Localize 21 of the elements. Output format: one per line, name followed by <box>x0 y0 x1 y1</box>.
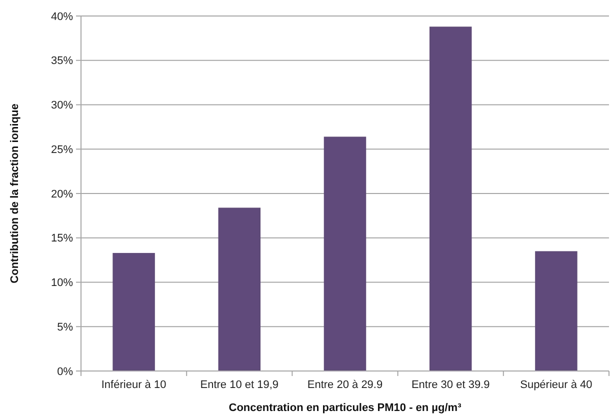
y-tick-label: 0% <box>57 366 74 378</box>
y-tick-label: 40% <box>50 10 74 23</box>
y-tick-label: 35% <box>50 55 74 68</box>
x-tick-label: Entre 30 et 39.9 <box>411 379 490 391</box>
bar <box>429 26 472 371</box>
bar <box>218 208 261 371</box>
y-tick-label: 10% <box>50 277 74 290</box>
x-tick-label: Inférieur à 10 <box>101 379 166 391</box>
y-axis-title: Contribution de la fraction ionique <box>9 104 21 284</box>
x-tick-label: Entre 20 à 29.9 <box>307 379 383 391</box>
y-tick-label: 25% <box>50 144 74 156</box>
bar <box>112 252 155 371</box>
y-tick-label: 5% <box>57 321 74 334</box>
y-tick-label: 20% <box>50 188 74 200</box>
bar <box>535 251 578 371</box>
bar <box>324 136 366 371</box>
x-axis-title: Concentration en particules PM10 - en µg/m³ <box>228 402 462 414</box>
y-tick-label: 15% <box>50 232 74 245</box>
x-tick-label: Entre 10 et 19,9 <box>200 379 279 391</box>
y-tick-label: 30% <box>50 100 74 112</box>
x-tick-label: Supérieur à 40 <box>520 379 592 391</box>
